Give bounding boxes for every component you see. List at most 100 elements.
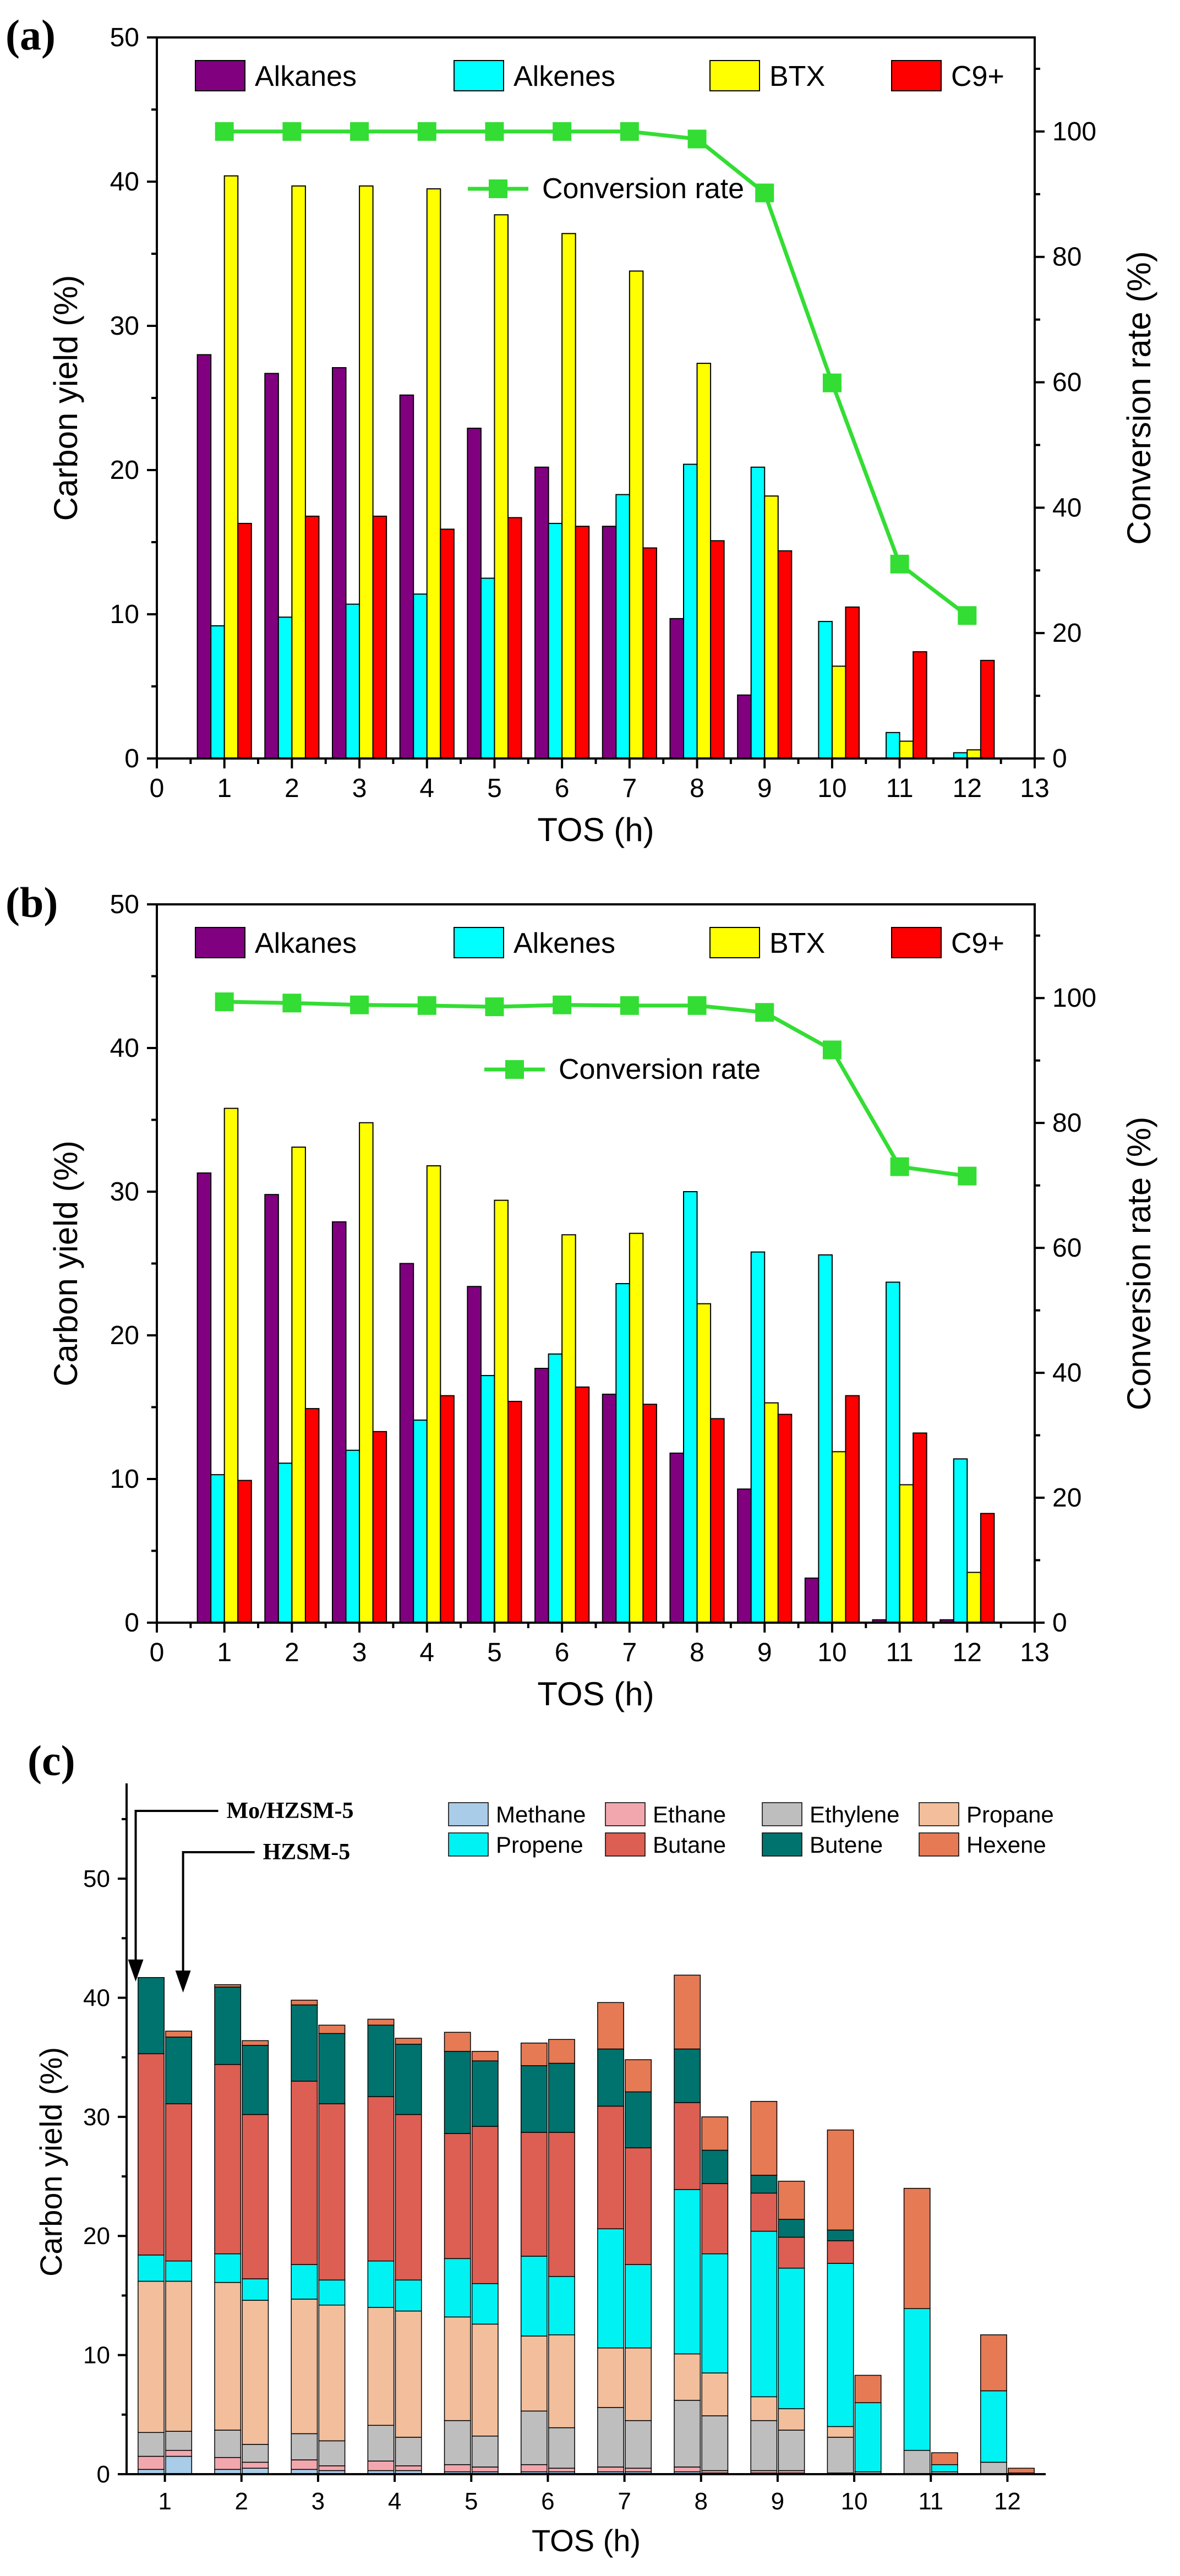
bar-segment-c-hzsm-5-10-propene xyxy=(854,2402,882,2473)
bar-segment-c-mo-hzsm-5-1-butene xyxy=(138,1977,165,2054)
point-a-conversion-4 xyxy=(417,122,436,141)
x-tick-label-c-5: 5 xyxy=(465,2488,478,2515)
bar-segment-c-mo-hzsm-5-7-propane xyxy=(597,2347,624,2408)
legend-label-c-propene: Propene xyxy=(496,1832,583,1858)
x-tick-label-a-1: 1 xyxy=(217,774,232,803)
y-axis-label-b: Carbon yield (%) xyxy=(47,1140,84,1387)
bar-segment-c-mo-hzsm-5-3-propene xyxy=(291,2264,318,2300)
y2-tick-label-b-20: 20 xyxy=(1052,1483,1081,1513)
point-a-conversion-7 xyxy=(620,122,639,141)
bar-segment-c-mo-hzsm-5-7-butane xyxy=(597,2105,624,2230)
bar-b-c9-5 xyxy=(507,1401,522,1624)
bar-segment-c-mo-hzsm-5-7-ethane xyxy=(597,2466,624,2473)
bar-segment-c-hzsm-5-1-hexene xyxy=(165,2031,193,2038)
bar-b-alkenes-5 xyxy=(480,1375,495,1624)
bar-b-c9-12 xyxy=(980,1513,995,1623)
y2-axis-label-b: Conversion rate (%) xyxy=(1121,1117,1157,1411)
point-b-conversion-4 xyxy=(417,996,436,1015)
legend-swatch-b-alkanes xyxy=(195,927,245,958)
y2-tick-label-a-20: 20 xyxy=(1052,619,1081,648)
x-tick-label-c-11: 11 xyxy=(918,2488,943,2515)
legend-label-c-propane: Propane xyxy=(966,1802,1054,1827)
bar-segment-c-mo-hzsm-5-12-ethylene xyxy=(980,2462,1007,2475)
bar-b-c9-6 xyxy=(575,1386,590,1623)
bar-segment-c-hzsm-5-9-butane xyxy=(778,2236,805,2269)
bar-segment-c-mo-hzsm-5-1-propene xyxy=(138,2255,165,2282)
bar-segment-c-mo-hzsm-5-4-hexene xyxy=(367,2018,395,2026)
x-tick-label-a-9: 9 xyxy=(757,774,772,803)
x-tick-label-b-2: 2 xyxy=(285,1638,299,1667)
bar-segment-c-hzsm-5-3-ethylene xyxy=(318,2440,346,2466)
bar-segment-c-hzsm-5-7-propene xyxy=(625,2264,652,2349)
x-tick-label-a-5: 5 xyxy=(487,774,502,803)
bar-a-alkenes-3 xyxy=(345,603,360,760)
bar-segment-c-mo-hzsm-5-3-butane xyxy=(291,2081,318,2265)
bar-segment-c-hzsm-5-5-propane xyxy=(471,2323,499,2437)
legend-label-b-alkenes: Alkenes xyxy=(513,927,615,959)
x-tick-label-a-7: 7 xyxy=(622,774,637,803)
bar-segment-c-mo-hzsm-5-9-propane xyxy=(750,2396,778,2421)
bar-segment-c-hzsm-5-7-butene xyxy=(625,2091,652,2148)
bar-segment-c-hzsm-5-1-butene xyxy=(165,2037,193,2104)
bar-segment-c-hzsm-5-8-hexene xyxy=(701,2116,729,2151)
x-tick-label-b-0: 0 xyxy=(150,1638,165,1667)
y2-tick-label-a-60: 60 xyxy=(1052,368,1081,397)
point-b-conversion-12 xyxy=(958,1166,977,1186)
bar-segment-c-mo-hzsm-5-9-butene xyxy=(750,2175,778,2194)
bar-segment-c-mo-hzsm-5-2-ethylene xyxy=(214,2430,242,2458)
legend-marker-a-conversion-rate xyxy=(489,179,507,198)
legend-label-c-butane: Butane xyxy=(653,1832,726,1858)
bar-b-btx-8 xyxy=(696,1303,712,1624)
bar-segment-c-hzsm-5-5-ethane xyxy=(471,2466,499,2473)
y-tick-label-b-20: 20 xyxy=(110,1321,139,1350)
bar-b-btx-10 xyxy=(831,1451,846,1623)
bar-b-c9-4 xyxy=(440,1395,455,1624)
bar-b-alkenes-7 xyxy=(615,1283,630,1624)
bar-segment-c-mo-hzsm-5-5-propane xyxy=(444,2316,471,2421)
point-b-conversion-9 xyxy=(755,1003,774,1022)
bar-b-c9-7 xyxy=(642,1404,657,1624)
bar-segment-c-mo-hzsm-5-10-propane xyxy=(827,2426,854,2438)
bar-segment-c-mo-hzsm-5-12-hexene xyxy=(980,2334,1007,2392)
bar-b-alkenes-1 xyxy=(210,1474,225,1623)
bar-segment-c-hzsm-5-6-butane xyxy=(548,2132,575,2277)
point-b-conversion-8 xyxy=(687,996,707,1015)
bar-b-alkanes-6 xyxy=(534,1368,549,1624)
bar-segment-c-hzsm-5-1-ethylene xyxy=(165,2431,193,2451)
bar-a-c9-3 xyxy=(372,515,387,760)
bar-segment-c-hzsm-5-7-hexene xyxy=(625,2059,652,2093)
bar-segment-c-mo-hzsm-5-1-butane xyxy=(138,2053,165,2256)
legend-swatch-c-propene xyxy=(448,1832,489,1857)
legend-label-a-alkenes: Alkenes xyxy=(513,61,615,92)
bar-segment-c-mo-hzsm-5-9-ethylene xyxy=(750,2420,778,2471)
bar-a-alkenes-5 xyxy=(480,577,495,759)
bar-segment-c-mo-hzsm-5-5-ethane xyxy=(444,2464,471,2473)
bar-segment-c-mo-hzsm-5-3-ethylene xyxy=(291,2433,318,2460)
bar-b-btx-12 xyxy=(966,1571,981,1623)
bar-a-btx-5 xyxy=(494,214,509,759)
bar-segment-c-hzsm-5-9-ethylene xyxy=(778,2430,805,2471)
bar-a-c9-7 xyxy=(642,547,657,759)
bar-a-alkenes-10 xyxy=(818,621,833,759)
bar-segment-c-mo-hzsm-5-5-ethylene xyxy=(444,2420,471,2465)
bar-segment-c-mo-hzsm-5-9-butane xyxy=(750,2192,778,2232)
annotation-arrowhead-hzsm-5 xyxy=(175,1971,191,1993)
annotation-arrow-hzsm-5 xyxy=(182,1851,255,1984)
bar-segment-c-mo-hzsm-5-10-ethylene xyxy=(827,2437,854,2474)
bar-b-alkanes-2 xyxy=(264,1194,279,1623)
point-b-conversion-2 xyxy=(282,994,302,1013)
bar-segment-c-hzsm-5-9-propene xyxy=(778,2267,805,2409)
bar-a-alkenes-2 xyxy=(277,616,293,759)
bar-segment-c-mo-hzsm-5-3-propane xyxy=(291,2299,318,2435)
bar-segment-c-mo-hzsm-5-4-ethane xyxy=(367,2460,395,2471)
bar-segment-c-mo-hzsm-5-6-butene xyxy=(520,2065,548,2133)
bar-segment-c-mo-hzsm-5-2-hexene xyxy=(214,1984,242,1988)
x-tick-label-b-8: 8 xyxy=(690,1638,704,1667)
x-tick-label-c-1: 1 xyxy=(158,2488,171,2515)
point-b-conversion-10 xyxy=(822,1040,842,1060)
y-tick-label-a-30: 30 xyxy=(110,312,139,341)
bar-b-btx-5 xyxy=(494,1199,509,1623)
bar-a-alkanes-2 xyxy=(264,373,279,759)
bar-segment-c-mo-hzsm-5-2-propane xyxy=(214,2282,242,2431)
bar-segment-c-mo-hzsm-5-1-ethane xyxy=(138,2455,165,2470)
